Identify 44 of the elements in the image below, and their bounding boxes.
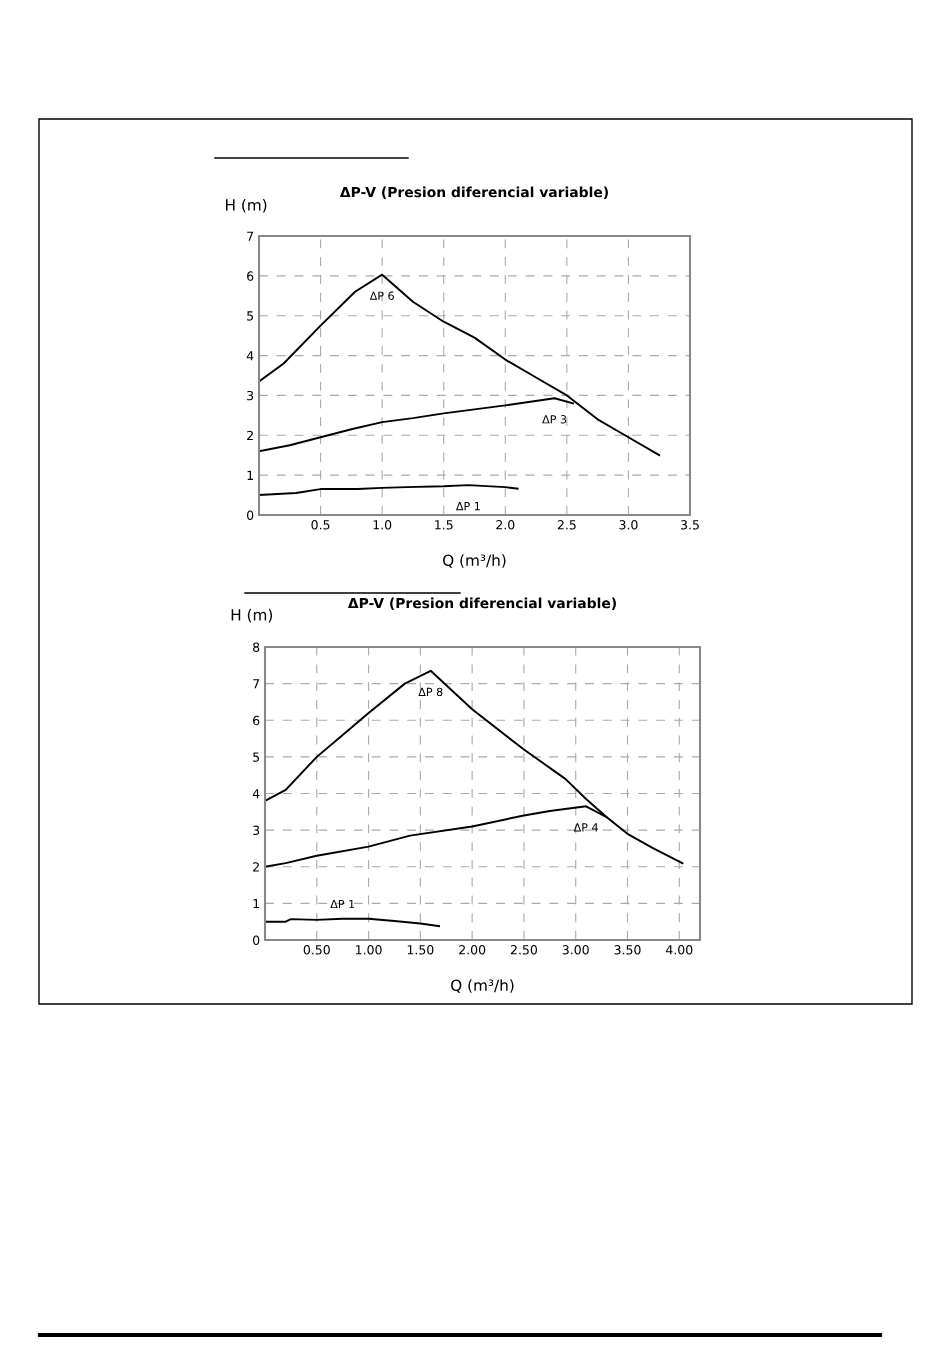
x-tick-label: 3.50 (614, 945, 641, 955)
x-tick-label: 1.00 (356, 945, 382, 955)
x-axis-title: Q (m³/h) (451, 979, 514, 993)
y-tick-label: 8 (253, 642, 260, 652)
y-tick-label: 4 (252, 789, 260, 799)
y-tick-label: 2 (253, 862, 259, 872)
y-tick-label: 1 (253, 899, 259, 909)
series-label: ΔP 4 (573, 823, 598, 832)
x-axis-title: Q (m³/h) (443, 554, 506, 568)
y-tick-label: 4 (246, 351, 254, 361)
y-tick-label: 3 (253, 825, 260, 836)
chart-title: ΔP-V (Presion diferencial variable) (347, 597, 616, 610)
x-tick-label: 2.0 (496, 520, 515, 530)
x-tick-label: 4.00 (665, 945, 693, 955)
x-tick-label: 3.00 (562, 945, 589, 955)
y-tick-label: 6 (247, 271, 254, 281)
series-label: ΔP 1 (330, 900, 355, 909)
y-tick-label: 1 (247, 470, 253, 480)
x-tick-label: 0.50 (303, 945, 330, 955)
x-tick-label: 3.5 (681, 520, 699, 530)
y-tick-label: 7 (247, 231, 254, 241)
y-tick-label: 3 (247, 390, 254, 401)
series-label: ΔP 6 (369, 291, 394, 300)
x-tick-label: 0.5 (311, 520, 330, 530)
y-tick-label: 5 (247, 311, 254, 321)
y-axis-title: H (m) (231, 608, 273, 623)
y-tick-label: 0 (253, 935, 260, 945)
x-tick-label: 1.5 (435, 520, 453, 530)
y-tick-label: 0 (247, 510, 254, 520)
x-tick-label: 1.50 (407, 945, 434, 955)
series-label: ΔP 8 (418, 687, 443, 697)
x-tick-label: 2.5 (557, 520, 576, 530)
y-tick-label: 6 (253, 715, 260, 726)
series-label: ΔP 3 (542, 415, 567, 424)
x-tick-label: 1.0 (373, 520, 392, 530)
y-tick-label: 7 (253, 679, 260, 689)
x-tick-label: 2.00 (459, 945, 486, 955)
x-tick-label: 3.0 (619, 520, 638, 530)
x-tick-label: 2.50 (510, 945, 538, 955)
series-label: ΔP 1 (455, 502, 480, 511)
y-axis-title: H (m) (226, 198, 267, 213)
chart-title: ΔP-V (Presion diferencial variable) (339, 186, 608, 199)
y-tick-label: 5 (253, 752, 260, 762)
y-tick-label: 2 (247, 430, 253, 441)
